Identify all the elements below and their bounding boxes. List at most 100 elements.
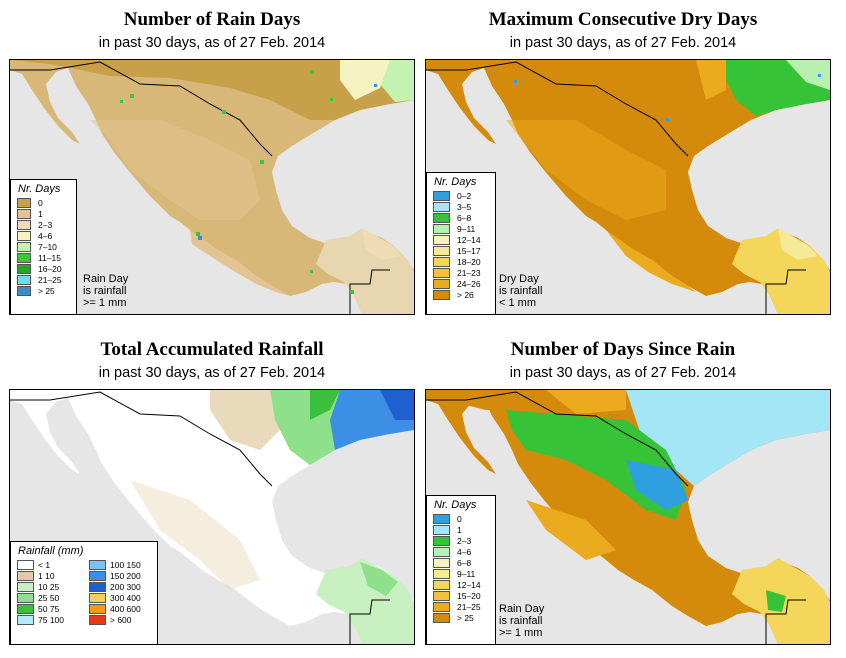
legend-item: < 1 — [17, 559, 85, 570]
legend-label: > 26 — [457, 289, 474, 300]
legend-swatch — [433, 234, 450, 245]
legend-label: 50 75 — [38, 603, 60, 614]
note-line: Dry Day — [499, 273, 539, 285]
panel-4-note: Rain Day is rainfall >= 1 mm — [499, 603, 544, 639]
panel-3-map: Rainfall (mm) < 1 100 150 1 10 150 200 10 25… — [9, 389, 415, 645]
legend-label: 300 400 — [110, 592, 141, 603]
legend-item: 21–25 — [433, 601, 495, 612]
legend-item: 300 400 — [89, 592, 157, 603]
legend-swatch — [17, 570, 34, 581]
legend-item: 75 100 — [17, 614, 85, 625]
panel-4-map: Nr. Days 0 1 2–3 4–6 6–8 9–11 12–14 15–20 21–25 >… — [425, 389, 831, 645]
legend-label: 12–14 — [457, 234, 481, 245]
legend-item: 1 10 — [17, 570, 85, 581]
note-line: >= 1 mm — [499, 627, 543, 639]
legend-items: 0 1 2–3 4–6 7–10 11–15 16–20 21–25 > 25 — [11, 197, 76, 296]
legend-item: 0 — [433, 513, 495, 524]
legend-items: 0–2 3–5 6–8 9–11 12–14 15–17 18–20 21–23 24–26 > … — [427, 190, 495, 300]
legend-item: 400 600 — [89, 603, 157, 614]
legend-swatch — [17, 252, 31, 263]
legend-swatch — [433, 524, 450, 535]
note-line: is rainfall — [499, 615, 543, 627]
days-since-rain-map — [426, 390, 830, 644]
note-line: Rain Day — [499, 603, 545, 615]
legend-swatch — [17, 197, 31, 208]
legend-item: 4–6 — [17, 230, 76, 241]
legend-item: 9–11 — [433, 223, 495, 234]
legend-swatch — [17, 230, 31, 241]
legend-item: 2–3 — [17, 219, 76, 230]
legend-swatch — [17, 274, 31, 285]
legend-item: > 600 — [89, 614, 157, 625]
legend-label: 15–17 — [457, 245, 481, 256]
legend-swatch — [433, 579, 450, 590]
legend-title: Nr. Days — [18, 183, 61, 195]
legend-swatch — [433, 190, 450, 201]
legend-swatch — [17, 614, 34, 625]
legend-item: 16–20 — [17, 263, 76, 274]
legend-swatch — [433, 223, 450, 234]
legend-label: 0 — [457, 513, 462, 524]
panel-2-legend: Nr. Days 0–2 3–5 6–8 9–11 12–14 15–17 18–20 21–… — [426, 172, 496, 314]
panel-2-note: Dry Day is rainfall < 1 mm — [499, 273, 542, 309]
legend-label: 9–11 — [457, 223, 476, 234]
legend-label: 25 50 — [38, 592, 60, 603]
legend-item: 6–8 — [433, 212, 495, 223]
panel-3-legend: Rainfall (mm) < 1 100 150 1 10 150 200 10 25… — [10, 541, 158, 644]
legend-swatch — [17, 208, 31, 219]
legend-swatch — [89, 559, 106, 570]
legend-item: 21–25 — [17, 274, 76, 285]
legend-item: > 25 — [17, 285, 76, 296]
legend-swatch — [17, 592, 34, 603]
legend-label: 1 10 — [38, 570, 55, 581]
legend-swatch — [433, 612, 450, 623]
legend-swatch — [17, 285, 31, 296]
legend-item: 200 300 — [89, 581, 157, 592]
legend-item: 7–10 — [17, 241, 76, 252]
legend-item: 1 — [17, 208, 76, 219]
legend-label: > 25 — [457, 612, 474, 623]
legend-title: Nr. Days — [434, 499, 477, 511]
panel-1-note: Rain Day is rainfall >= 1 mm — [83, 273, 128, 309]
legend-label: 6–8 — [457, 557, 472, 568]
legend-item: 2–3 — [433, 535, 495, 546]
legend-label: 400 600 — [110, 603, 141, 614]
legend-item: 24–26 — [433, 278, 495, 289]
legend-title: Rainfall (mm) — [18, 545, 84, 557]
panel-4-legend: Nr. Days 0 1 2–3 4–6 6–8 9–11 12–14 15–20 21–25 >… — [426, 495, 496, 644]
legend-swatch — [433, 546, 450, 557]
legend-item: 6–8 — [433, 557, 495, 568]
legend-item: 0–2 — [433, 190, 495, 201]
legend-label: 1 — [38, 208, 43, 219]
legend-swatch — [89, 581, 106, 592]
legend-item: 11–15 — [17, 252, 76, 263]
panel-1-title: Number of Rain Days — [123, 9, 301, 30]
legend-swatch — [433, 245, 450, 256]
legend-items: 0 1 2–3 4–6 6–8 9–11 12–14 15–20 21–25 > 25 — [427, 513, 495, 623]
legend-label: 21–25 — [38, 274, 62, 285]
note-line: >= 1 mm — [83, 297, 127, 309]
legend-item: 4–6 — [433, 546, 495, 557]
legend-item: 50 75 — [17, 603, 85, 614]
legend-swatch — [433, 278, 450, 289]
legend-label: 18–20 — [457, 256, 481, 267]
legend-label: 2–3 — [457, 535, 472, 546]
panel-1-map: Nr. Days 0 1 2–3 4–6 7–10 11–15 16–20 21–25 > 25… — [9, 59, 415, 315]
legend-swatch — [433, 513, 450, 524]
legend-item: 3–5 — [433, 201, 495, 212]
legend-item: > 26 — [433, 289, 495, 300]
panel-1-subtitle: in past 30 days, as of 27 Feb. 2014 — [98, 35, 326, 51]
panel-3-subtitle: in past 30 days, as of 27 Feb. 2014 — [98, 365, 326, 381]
legend-swatch — [433, 289, 450, 300]
total-rainfall-map — [10, 390, 414, 644]
legend-item: 25 50 — [17, 592, 85, 603]
legend-swatch — [17, 263, 31, 274]
legend-label: 7–10 — [38, 241, 57, 252]
legend-item: 150 200 — [89, 570, 157, 581]
panel-3-title: Total Accumulated Rainfall — [100, 339, 324, 360]
legend-swatch — [433, 201, 450, 212]
legend-item: 21–23 — [433, 267, 495, 278]
panel-1-legend: Nr. Days 0 1 2–3 4–6 7–10 11–15 16–20 21–25 > 25 — [10, 179, 77, 314]
legend-swatch — [17, 559, 34, 570]
legend-swatch — [433, 557, 450, 568]
